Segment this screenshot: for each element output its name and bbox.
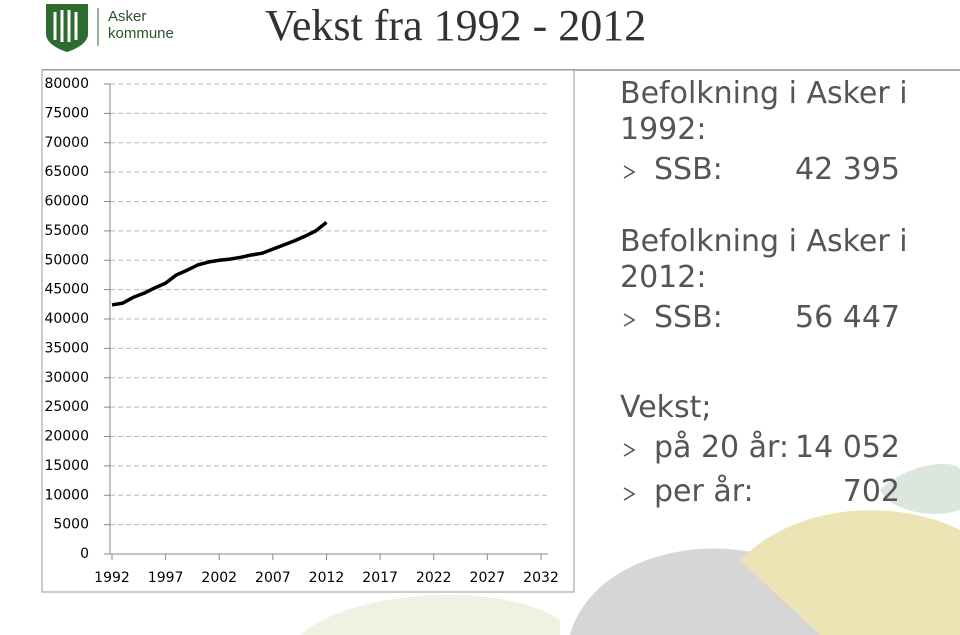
y-tick-label: 10000	[44, 487, 89, 503]
y-tick-label: 20000	[44, 429, 89, 445]
info-label: SSB:	[654, 300, 723, 335]
y-tick-label: 65000	[44, 164, 89, 180]
bullet-chevron	[623, 165, 636, 179]
info-heading: Vekst;	[620, 390, 712, 425]
blob	[740, 510, 960, 635]
y-tick-label: 80000	[44, 76, 89, 92]
x-tick-label: 2032	[523, 570, 559, 586]
bullet	[623, 165, 636, 179]
logo-sub: kommune	[108, 25, 174, 42]
x-tick-label: 1992	[94, 570, 130, 586]
y-tick-label: 25000	[44, 399, 89, 415]
x-tick-label: 2022	[416, 570, 452, 586]
bullet-chevron	[623, 487, 636, 501]
x-tick-label: 1997	[148, 570, 184, 586]
blob	[880, 464, 960, 514]
info-row: SSB: 56 447	[620, 296, 900, 340]
info-label: per år:	[654, 474, 754, 509]
info-heading: Befolkning i Asker i 2012:	[620, 224, 908, 295]
info-row: per år: 702	[620, 470, 900, 514]
y-tick-label: 60000	[44, 194, 89, 210]
logo-emblem	[53, 10, 78, 42]
bullet-chevron	[623, 443, 636, 457]
slide-title: Vekst fra 1992 - 2012	[265, 1, 647, 50]
y-tick-label: 30000	[44, 370, 89, 386]
info-value: 56 447	[795, 300, 900, 335]
y-tick-label: 0	[80, 546, 89, 562]
bullet	[623, 443, 636, 457]
info-block: Vekst; på 20 år: 14 052 per år: 702	[620, 390, 920, 514]
y-tick-label: 40000	[44, 311, 89, 327]
bullet-chevron	[623, 313, 636, 327]
data-line	[111, 221, 328, 307]
y-tick-label: 35000	[44, 340, 89, 356]
info-block: Befolkning i Asker i 2012: SSB: 56 447	[620, 224, 920, 340]
y-tick-label: 70000	[44, 135, 89, 151]
logo-name: Asker	[108, 8, 147, 25]
info-heading: Befolkning i Asker i 1992:	[620, 76, 908, 147]
info-label: SSB:	[654, 152, 723, 187]
x-tick-label: 2002	[201, 570, 237, 586]
x-tick-label: 2027	[470, 570, 506, 586]
bullet	[623, 313, 636, 327]
x-tick-label: 2017	[362, 570, 398, 586]
bullet	[623, 487, 636, 501]
y-tick-label: 45000	[44, 282, 89, 298]
info-block: Befolkning i Asker i 1992: SSB: 42 395	[620, 76, 920, 192]
x-tick-label: 2007	[255, 570, 291, 586]
y-tick-label: 15000	[44, 458, 89, 474]
y-tick-label: 5000	[53, 517, 89, 533]
info-value: 702	[842, 474, 900, 509]
info-row: SSB: 42 395	[620, 148, 900, 192]
blob	[300, 594, 560, 635]
y-tick-label: 50000	[44, 252, 89, 268]
info-label: på 20 år:	[654, 430, 789, 465]
y-tick-label: 55000	[44, 223, 89, 239]
x-tick-label: 2012	[309, 570, 345, 586]
info-row: på 20 år: 14 052	[620, 426, 900, 470]
chart-frame	[41, 69, 575, 593]
chart: 0 5000 10000 15000 20000 25000 30000 35000 40000…	[41, 69, 575, 593]
info-value: 14 052	[795, 430, 900, 465]
info-value: 42 395	[795, 152, 900, 187]
y-tick-label: 75000	[44, 105, 89, 121]
